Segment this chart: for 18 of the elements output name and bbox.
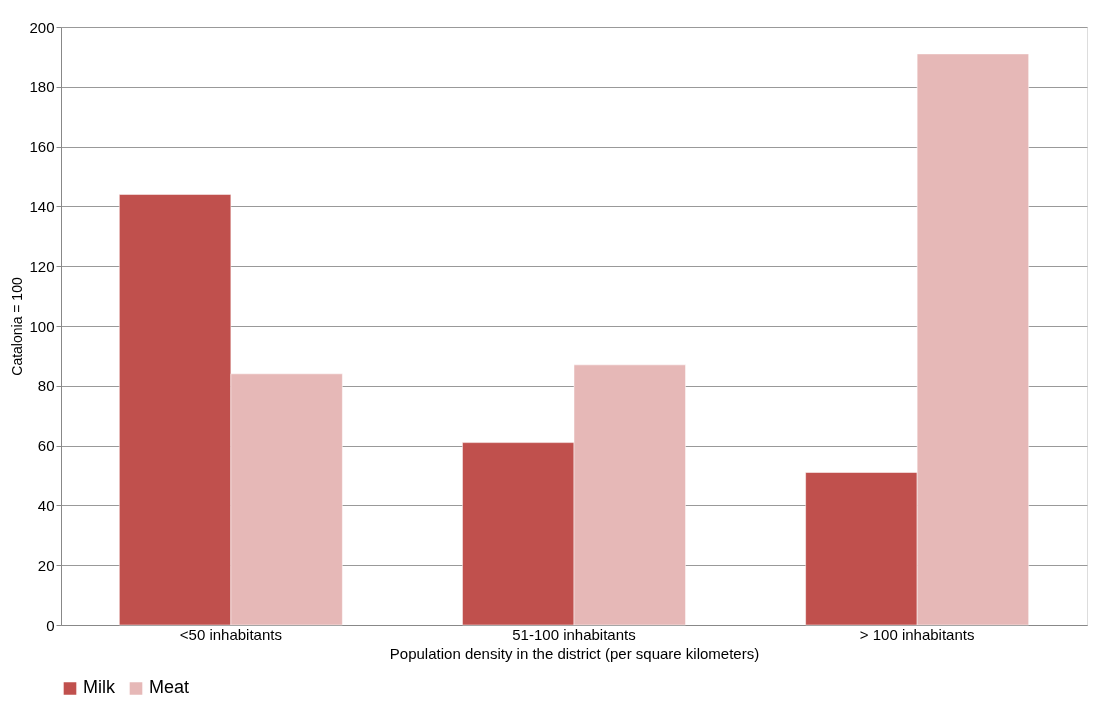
y-tick-label: 60 bbox=[37, 437, 55, 455]
y-tick-label: 180 bbox=[29, 78, 55, 96]
y-axis-title: Catalonia = 100 bbox=[9, 277, 26, 376]
x-tick-label: > 100 inhabitants bbox=[859, 625, 975, 643]
y-tick-label: 200 bbox=[29, 18, 55, 36]
x-tick-label: <50 inhabitants bbox=[179, 625, 282, 643]
legend-label: Milk bbox=[83, 677, 116, 698]
y-tick-label: 140 bbox=[29, 197, 55, 215]
y-tick-label: 100 bbox=[29, 317, 55, 335]
y-tick-label: 0 bbox=[46, 616, 55, 634]
y-tick-label: 80 bbox=[37, 377, 55, 395]
y-tick-label: 160 bbox=[29, 138, 55, 156]
x-axis-title: Population density in the district (per square kilometers) bbox=[389, 644, 760, 662]
y-tick-label: 120 bbox=[29, 257, 55, 275]
legend-label: Meat bbox=[149, 677, 190, 698]
y-tick-label: 20 bbox=[37, 556, 55, 574]
y-tick-label: 40 bbox=[37, 496, 55, 514]
x-tick-label: 51-100 inhabitants bbox=[512, 625, 636, 643]
